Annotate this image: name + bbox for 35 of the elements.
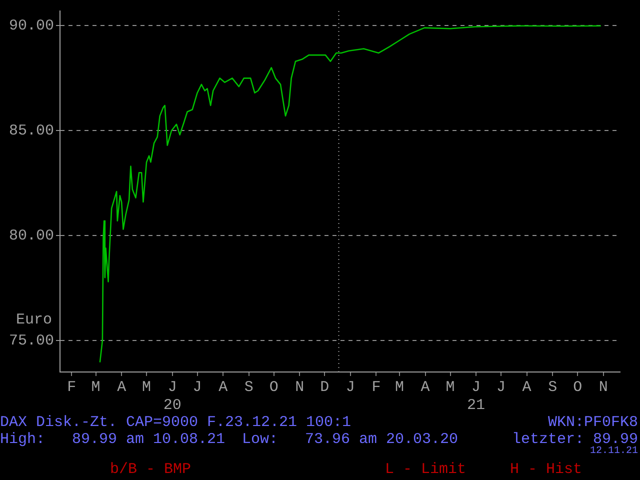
text: DAX Disk.-Zt. CAP=9000 F.23.12.21 100:1	[0, 414, 352, 431]
x-tick-label: A	[117, 378, 126, 396]
x-tick-label: J	[192, 378, 202, 396]
x-tick-label: M	[142, 378, 152, 396]
text: Low: 73.96 am 20.03.20	[242, 431, 458, 448]
x-tick-label: J 20	[163, 378, 182, 414]
x-tick-label: N	[295, 378, 304, 396]
x-tick-label: D	[320, 378, 330, 396]
y-tick-label: 90.00	[8, 18, 54, 35]
x-tick-label: A	[522, 378, 532, 396]
x-tick-label: J	[496, 378, 506, 396]
y-axis-title: Euro	[16, 312, 52, 329]
text: 12.11.21	[590, 446, 638, 457]
x-tick-label: M	[91, 378, 100, 396]
x-tick-label: O	[573, 378, 582, 396]
y-tick-label: 75.00	[8, 332, 54, 350]
x-tick-label: A	[218, 378, 228, 396]
y-tick-label: 80.00	[8, 228, 54, 245]
x-tick-label: O	[269, 378, 278, 396]
y-tick-label: 85.00	[8, 122, 54, 140]
x-tick-label: N	[598, 378, 608, 396]
x-tick-label: F	[67, 378, 76, 396]
text: WKN:PF0FK8	[548, 414, 638, 431]
text: High: 89.99 am 10.08.21	[0, 431, 226, 448]
text: H - Hist	[510, 461, 582, 478]
x-tick-label: S	[548, 378, 558, 396]
x-tick-label: M	[446, 378, 455, 396]
x-tick-label: J	[346, 378, 355, 396]
x-tick-label: J 21	[467, 378, 486, 414]
x-tick-label: S	[244, 378, 254, 396]
x-tick-label: F	[372, 378, 381, 396]
text: b/B - BMP	[110, 461, 192, 478]
text: L - Limit	[385, 461, 466, 478]
x-tick-label: M	[394, 378, 404, 396]
x-tick-label: A	[420, 378, 430, 396]
